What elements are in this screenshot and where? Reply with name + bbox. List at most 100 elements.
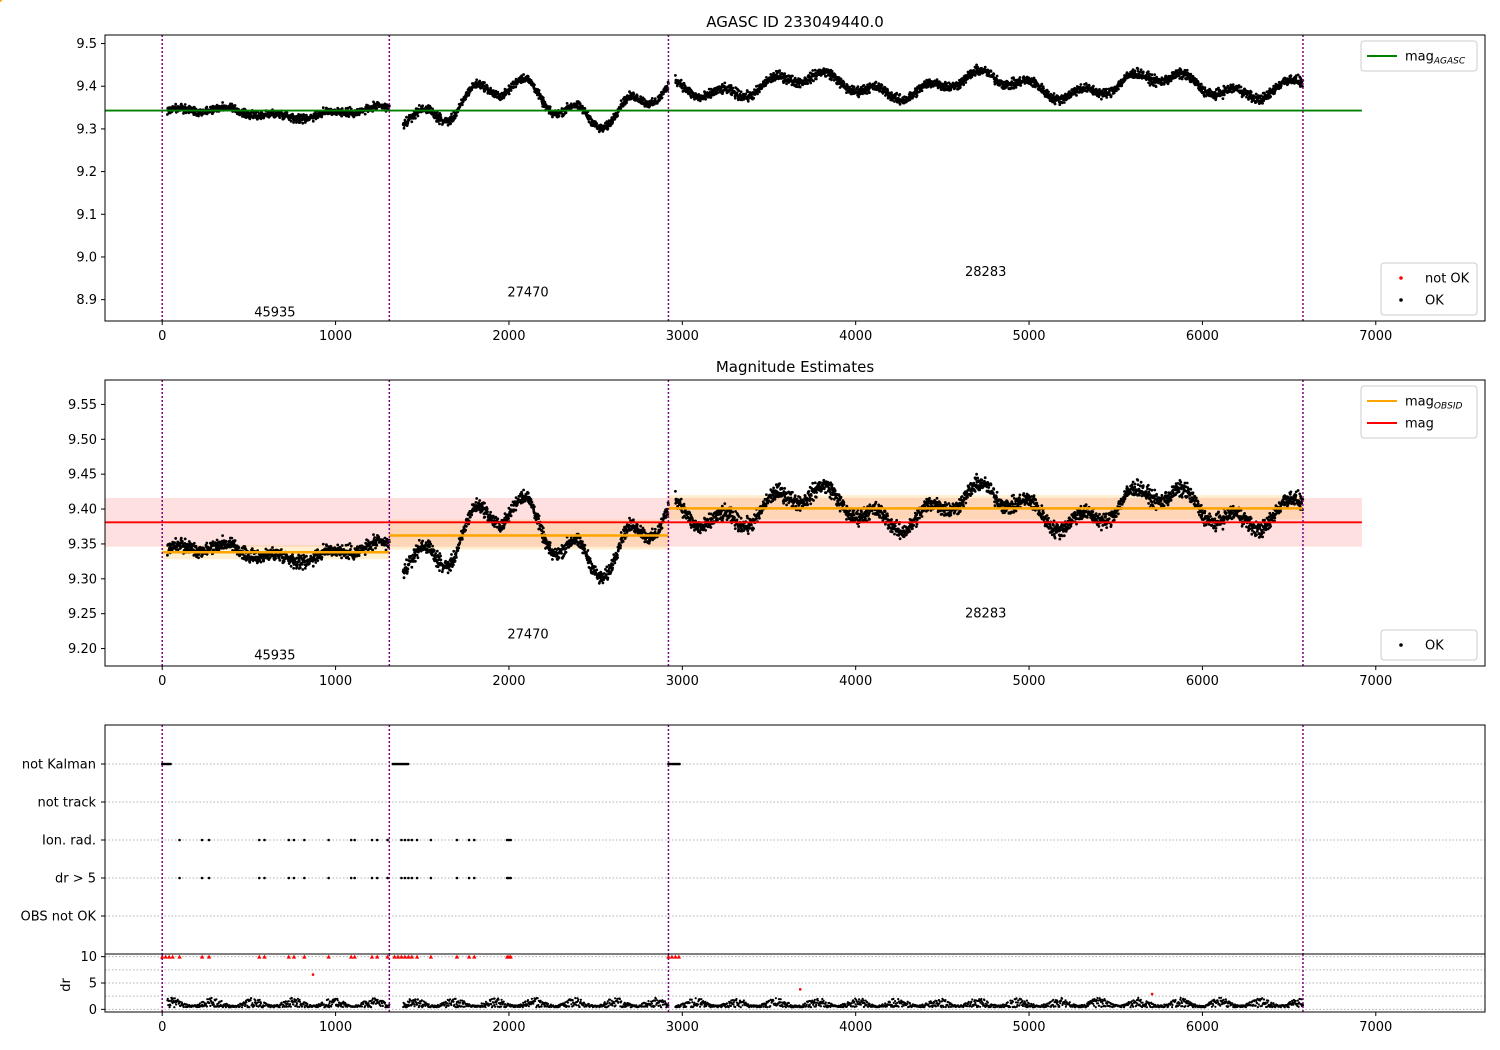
ok-point [964,81,968,84]
ok-point [347,115,351,118]
ok-point [285,111,289,115]
ok-point [798,85,802,89]
ok-point [475,78,479,82]
ok-point [616,114,619,118]
ok-point [321,106,325,110]
ok-point [478,79,482,83]
ok-point [428,545,431,549]
ok-point [414,116,417,120]
ok-point [1141,70,1145,74]
ok-point [243,554,246,558]
ok-point [300,562,304,566]
x-tick-label: 6000 [1186,329,1219,344]
ok-point [224,104,228,108]
ok-point [347,557,351,561]
ok-point [311,564,315,568]
ok-point [450,112,453,116]
ok-point [274,557,277,560]
ok-point [278,116,282,119]
ok-point [166,113,169,116]
ok-point [1107,90,1111,94]
ok-point [308,562,311,565]
ok-point [439,116,443,119]
ok-point [205,105,209,109]
ok-point [662,92,665,96]
ok-point [282,560,286,563]
ok-point [1120,84,1124,88]
ok-point [1092,84,1095,88]
ok-point [274,115,277,118]
ok-point [438,122,441,126]
ok-point [920,89,924,93]
ok-point [298,559,301,563]
ok-point [807,74,811,77]
ok-point [281,112,284,115]
ok-point [856,85,860,89]
ok-point [1109,94,1113,98]
ok-point [183,537,187,541]
ok-point [733,96,737,100]
ok-point [183,103,187,106]
ok-point [1254,92,1258,96]
ok-point [1042,87,1045,90]
ok-point [1239,85,1243,89]
ok-point [311,119,315,123]
ok-point [783,72,787,75]
ok-point [406,570,409,573]
ok-point [679,78,683,82]
ok-point [898,102,902,106]
ok-point [1162,82,1166,86]
ok-point [192,541,196,545]
ok-point [1019,84,1023,87]
ok-point [731,86,735,90]
ok-point [1221,97,1225,100]
ok-point [414,559,417,563]
ok-point [406,121,410,125]
ok-point [992,72,996,76]
ok-point [522,73,525,76]
ok-point [289,564,293,568]
ok-point [174,537,178,540]
ok-point [533,83,536,87]
ok-point [460,103,464,107]
ok-point [880,84,884,87]
ok-point [874,80,878,84]
ok-point [560,112,563,115]
ok-point [915,94,919,97]
ok-point [639,95,642,98]
legend-label: not OK [1425,272,1470,287]
legend-point-swatch [1399,276,1403,280]
ok-point [1155,75,1158,79]
ok-point [201,112,205,116]
ok-point [233,104,237,107]
ok-point [813,68,817,72]
ok-point [704,97,707,101]
ok-point [983,65,987,69]
ok-point [303,566,307,570]
ok-point [526,75,530,78]
ok-point [583,107,587,110]
ok-point [716,91,719,95]
ok-point [1040,82,1044,86]
ok-point [1053,102,1057,106]
ok-point [895,91,899,95]
ok-point [340,544,344,547]
ok-point [1047,90,1050,94]
ok-point [537,89,541,92]
ok-point [250,547,254,550]
ok-point [778,69,782,73]
ok-point [417,104,421,107]
ok-point [280,548,283,551]
x-tick-label: 0 [158,329,166,344]
ok-point [316,559,320,562]
obsid-label: 27470 [507,285,548,300]
ok-point [898,93,902,96]
ok-point [595,122,599,125]
y-tick-label: 9.4 [76,80,97,95]
ok-point [660,96,664,100]
ok-point [340,107,344,110]
x-tick-label: 5000 [1012,329,1045,344]
ok-point [632,92,636,96]
chart-title: Magnitude Estimates [716,358,874,376]
ok-point [613,117,617,121]
